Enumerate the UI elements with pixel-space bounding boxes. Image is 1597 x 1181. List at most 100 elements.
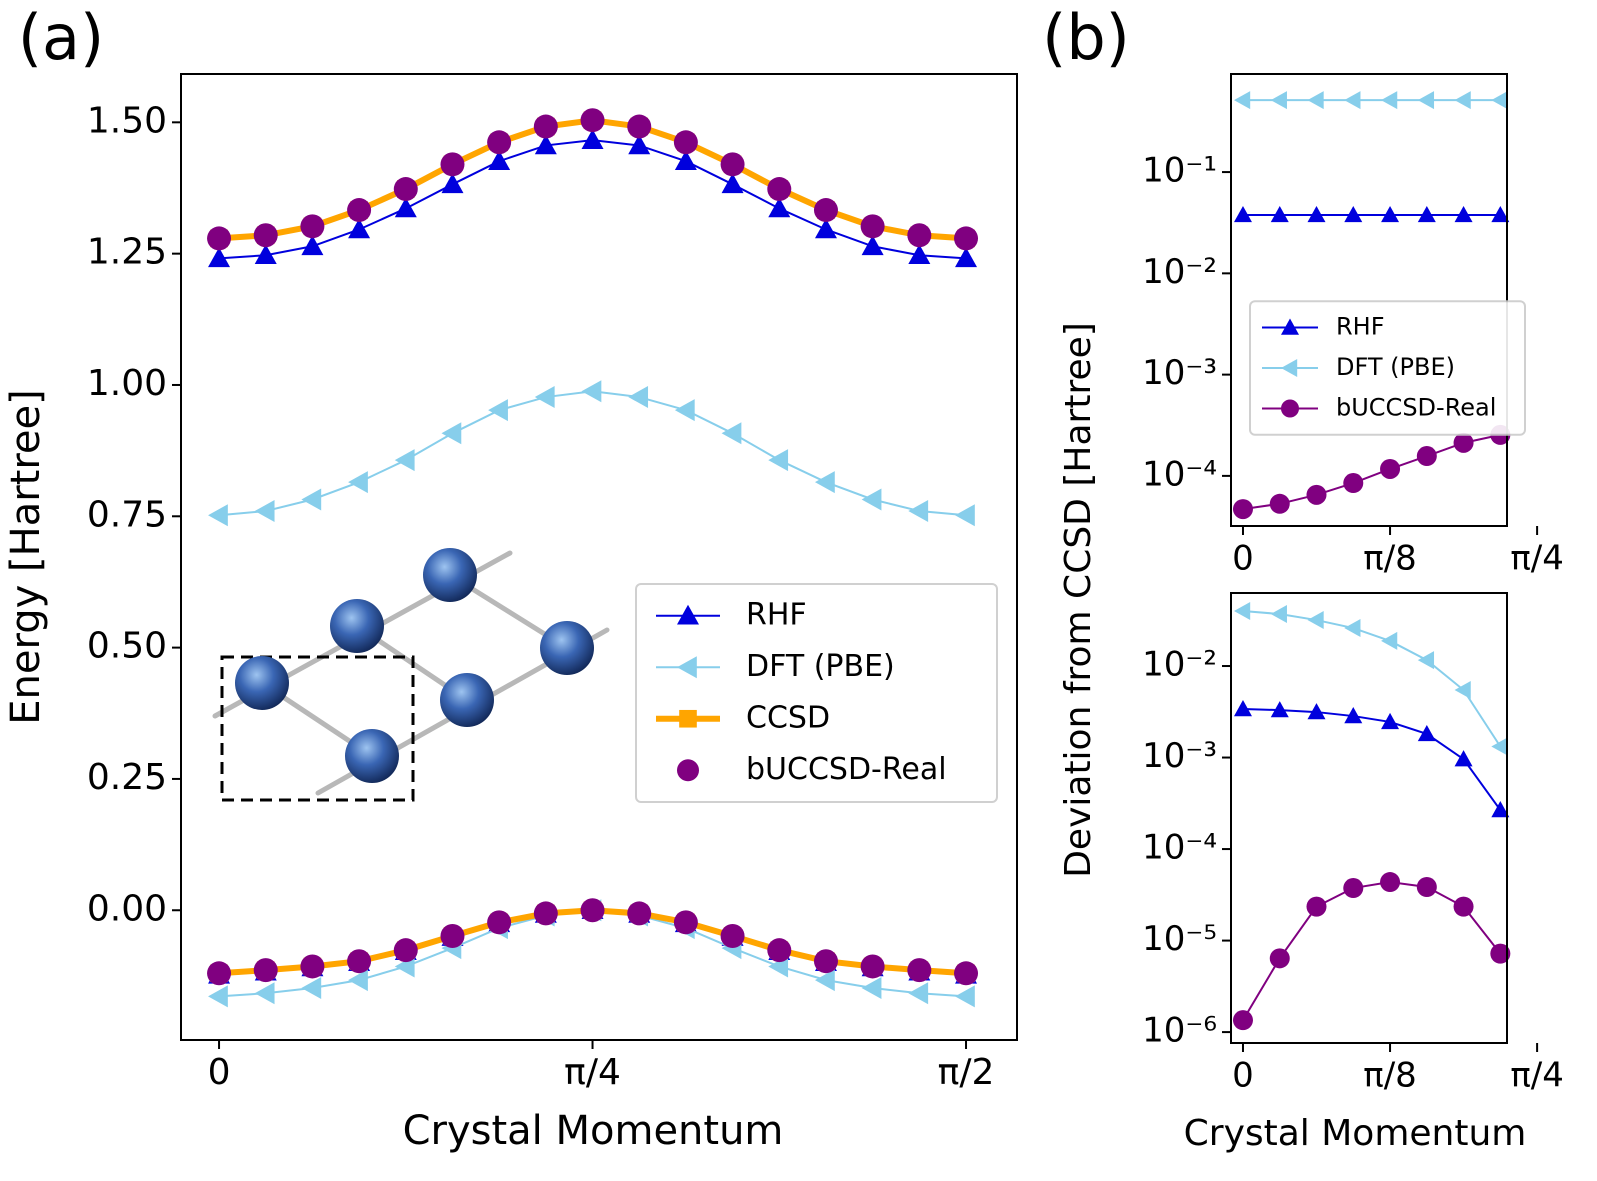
plot-frame xyxy=(1230,73,1508,527)
marker xyxy=(1307,205,1326,223)
marker xyxy=(254,244,277,265)
plot-frame xyxy=(1230,592,1508,1044)
marker xyxy=(440,152,465,177)
marker xyxy=(1417,91,1435,110)
marker xyxy=(861,235,884,256)
legend: RHF DFT (PBE) bUCCSD-Real xyxy=(1249,300,1526,436)
marker xyxy=(1417,205,1436,223)
chart-panel: 0 π/4 π/2 0.00 0.25 0.50 0.75 1.00 1.25 1.50 (a) En… xyxy=(3,1,1018,1154)
marker xyxy=(1269,948,1290,969)
marker xyxy=(1380,458,1401,479)
legend-box xyxy=(635,583,998,803)
y-tick-label: 10⁻⁶ xyxy=(1142,1011,1217,1051)
marker xyxy=(1270,205,1289,223)
marker xyxy=(440,923,465,948)
x-tick-label: π/8 xyxy=(1363,539,1417,579)
marker xyxy=(813,198,838,223)
legend-label: CCSD xyxy=(746,700,830,735)
marker xyxy=(348,218,371,239)
marker xyxy=(907,958,932,983)
plot-frame xyxy=(180,73,1018,1041)
marker xyxy=(1270,701,1289,718)
y-tick-label: 0.25 xyxy=(87,757,167,798)
marker xyxy=(1454,681,1471,700)
marker xyxy=(301,235,324,256)
marker xyxy=(253,958,278,983)
y-axis-label: Deviation from CCSD [Hartree] xyxy=(1058,322,1099,878)
marker xyxy=(301,488,322,511)
marker xyxy=(1343,878,1364,899)
marker xyxy=(908,500,929,523)
x-axis-label: Crystal Momentum xyxy=(1184,1113,1527,1154)
marker xyxy=(1269,493,1290,514)
x-axis-label: Crystal Momentum xyxy=(403,1108,784,1154)
legend-label: bUCCSD-Real xyxy=(746,752,947,787)
marker xyxy=(1233,91,1251,110)
marker xyxy=(720,923,745,948)
marker xyxy=(1416,876,1437,897)
marker xyxy=(627,901,652,926)
y-tick-label: 0.00 xyxy=(87,888,167,929)
marker xyxy=(581,129,604,149)
marker xyxy=(1490,943,1511,964)
marker xyxy=(488,399,508,422)
marker xyxy=(1270,91,1287,110)
legend-marker xyxy=(677,656,697,679)
marker xyxy=(347,198,372,223)
marker xyxy=(1417,651,1435,670)
marker xyxy=(768,197,791,218)
marker xyxy=(1453,432,1474,453)
marker xyxy=(1491,205,1510,223)
marker xyxy=(955,985,975,1008)
marker xyxy=(768,449,789,472)
marker xyxy=(721,422,742,445)
y-axis-label: Energy [Hartree] xyxy=(3,389,49,724)
marker xyxy=(1454,91,1471,110)
marker xyxy=(1381,91,1398,110)
marker xyxy=(1306,484,1327,505)
marker xyxy=(533,901,558,926)
marker xyxy=(208,247,231,268)
y-tick-label: 10⁻³ xyxy=(1142,353,1217,393)
marker xyxy=(861,488,882,511)
y-tick-label: 1.50 xyxy=(87,100,167,141)
legend-marker xyxy=(1281,318,1299,335)
y-tick-label: 10⁻⁴ xyxy=(1142,828,1217,868)
y-tick-label: 10⁻¹ xyxy=(1142,151,1217,191)
series-line xyxy=(218,909,967,998)
legend-marker xyxy=(1281,359,1298,377)
marker xyxy=(1307,611,1324,630)
y-tick-label: 10⁻³ xyxy=(1142,736,1217,776)
marker xyxy=(767,938,792,963)
marker xyxy=(208,985,228,1008)
marker xyxy=(348,969,368,992)
marker xyxy=(861,976,882,999)
marker xyxy=(488,150,511,170)
marker xyxy=(721,173,744,194)
legend: RHF DFT (PBE) CCSD bUCCSD-Real xyxy=(635,583,998,803)
y-tick-label: 10⁻⁵ xyxy=(1142,919,1217,959)
marker xyxy=(1232,1010,1253,1031)
series-line xyxy=(1242,708,1502,811)
marker xyxy=(1233,602,1251,621)
marker xyxy=(954,961,979,986)
marker xyxy=(580,108,605,133)
marker xyxy=(1233,700,1252,717)
y-tick-label: 10⁻² xyxy=(1142,645,1217,685)
marker xyxy=(1454,205,1473,223)
x-tick-label: π/4 xyxy=(564,1052,621,1093)
marker xyxy=(1416,446,1437,467)
marker xyxy=(254,500,275,523)
marker xyxy=(534,134,557,155)
marker xyxy=(300,954,325,979)
marker xyxy=(860,214,885,239)
x-tick-label: π/2 xyxy=(938,1052,995,1093)
series-line xyxy=(1242,610,1502,748)
legend-box xyxy=(1249,300,1526,436)
marker xyxy=(393,938,418,963)
marker xyxy=(907,223,932,248)
marker xyxy=(1454,750,1473,767)
marker xyxy=(1343,473,1364,494)
marker xyxy=(348,471,368,494)
y-tick-label: 0.50 xyxy=(87,626,167,667)
